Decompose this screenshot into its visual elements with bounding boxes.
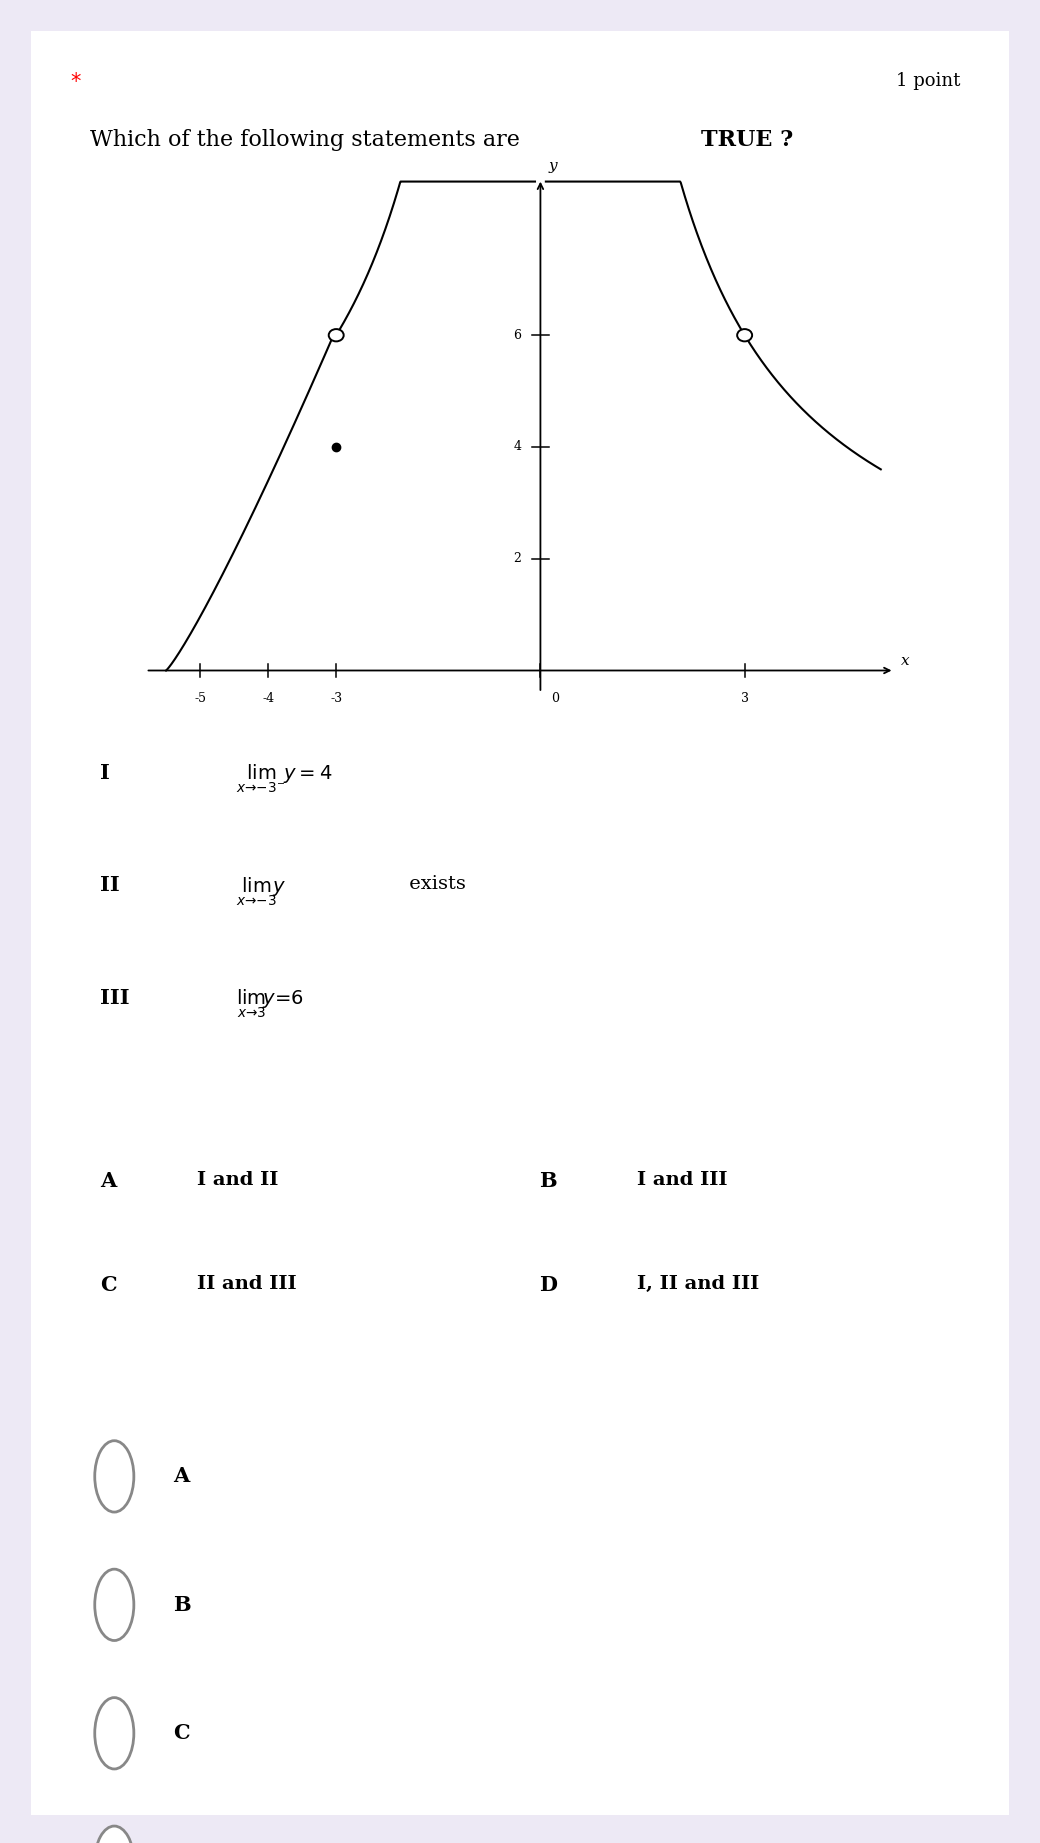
Text: -5: -5 [194,691,206,704]
Text: II: II [100,875,120,896]
Text: $\lim_{x\to-3^-}\!y=4$: $\lim_{x\to-3^-}\!y=4$ [236,763,333,794]
Text: TRUE ?: TRUE ? [701,129,794,151]
Text: x: x [902,654,910,667]
Circle shape [95,1826,134,1843]
Text: I and II: I and II [198,1172,279,1189]
Text: C: C [173,1723,189,1743]
FancyBboxPatch shape [17,4,1023,1843]
Text: I: I [100,763,109,783]
Text: A: A [173,1467,189,1487]
Text: 2: 2 [514,553,521,566]
Text: I and III: I and III [638,1172,728,1189]
Text: B: B [173,1594,190,1614]
Text: 4: 4 [514,440,521,453]
Text: 0: 0 [551,691,560,704]
Text: Which of the following statements are: Which of the following statements are [89,129,527,151]
Text: $\lim_{x\to3}\!y=6$: $\lim_{x\to3}\!y=6$ [236,988,304,1019]
Text: C: C [100,1275,116,1296]
Text: II and III: II and III [198,1275,297,1292]
Text: $\lim_{x\to-3}\!y$: $\lim_{x\to-3}\!y$ [236,875,287,907]
Text: D: D [540,1275,557,1296]
Circle shape [95,1568,134,1640]
Text: III: III [100,988,129,1008]
Text: 3: 3 [740,691,749,704]
Circle shape [737,330,752,341]
Text: *: * [71,72,81,92]
Text: -3: -3 [330,691,342,704]
Text: A: A [100,1172,115,1191]
Text: 6: 6 [514,328,521,341]
Text: 1 point: 1 point [895,72,960,90]
Text: I, II and III: I, II and III [638,1275,759,1292]
Circle shape [95,1441,134,1511]
Text: -4: -4 [262,691,275,704]
Text: exists: exists [402,875,466,894]
Circle shape [329,330,343,341]
Text: B: B [540,1172,557,1191]
Text: y: y [548,158,557,173]
Circle shape [95,1697,134,1769]
